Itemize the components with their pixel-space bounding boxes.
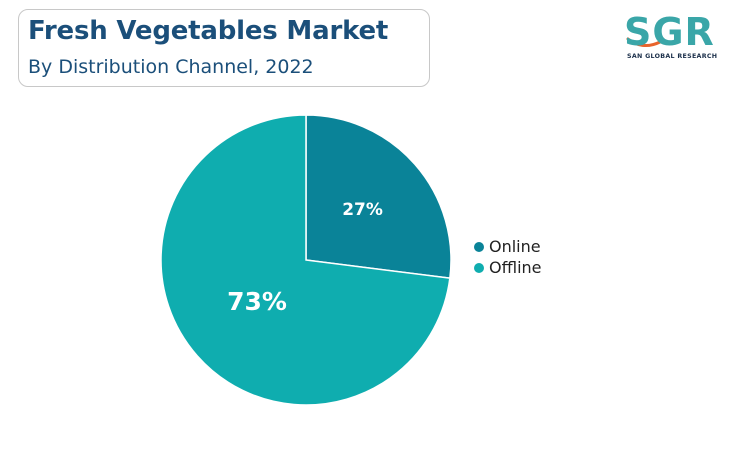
title-box: Fresh Vegetables Market By Distribution … [18,9,430,87]
slice-label-offline: 73% [227,287,287,316]
chart-title: Fresh Vegetables Market [28,16,389,46]
legend-swatch-online [474,241,484,252]
legend-item-offline: Offline [474,257,542,278]
legend-label-online: Online [489,237,541,256]
logo-text: SGR [624,10,715,54]
legend-swatch-offline [474,262,484,273]
logo-swoosh-icon [626,37,662,48]
chart-subtitle: By Distribution Channel, 2022 [28,56,314,78]
legend-label-offline: Offline [489,258,542,277]
legend-item-online: Online [474,236,542,257]
pie-slice-offline [160,114,451,406]
chart-legend: Online Offline [474,236,542,278]
pie-slice-online [305,114,452,280]
brand-logo: SGR SAN GLOBAL RESEARCH [622,12,722,64]
logo-subtext: SAN GLOBAL RESEARCH [627,53,718,60]
slice-label-online: 27% [342,200,383,220]
